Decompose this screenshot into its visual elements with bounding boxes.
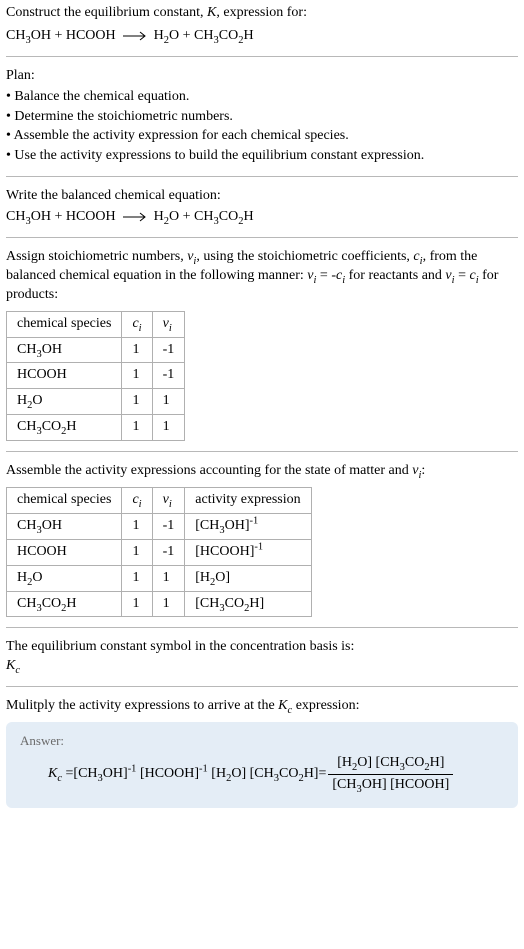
intro-text-b: , expression for: — [216, 5, 307, 20]
intro-k: K — [207, 5, 216, 20]
assemble-text: Assemble the activity expressions accoun… — [6, 462, 518, 481]
col-species: chemical species — [7, 311, 122, 337]
activity-table: chemical species ci νi activity expressi… — [6, 487, 312, 617]
multiply-text: Mulitply the activity expressions to arr… — [6, 697, 518, 716]
plan-list: • Balance the chemical equation. • Deter… — [6, 88, 518, 167]
kc-symbol-text: The equilibrium constant symbol in the c… — [6, 638, 518, 657]
arrow-icon — [123, 212, 147, 222]
table-row: CH3CO2H 1 1 [CH3CO2H] — [7, 591, 312, 617]
answer-label: Answer: — [20, 732, 504, 750]
kc-expression: Kc = [CH3OH]-1 [HCOOH]-1 [H2O] [CH3CO2H]… — [20, 754, 504, 795]
table-header-row: chemical species ci νi — [7, 311, 185, 337]
plan-item: • Use the activity expressions to build … — [6, 147, 518, 166]
balanced-heading: Write the balanced chemical equation: — [6, 187, 518, 206]
col-ci: ci — [122, 311, 152, 337]
table-row: H2O 1 1 — [7, 389, 185, 415]
arrow-icon — [123, 31, 147, 41]
answer-box: Answer: Kc = [CH3OH]-1 [HCOOH]-1 [H2O] [… — [6, 722, 518, 808]
table-row: H2O 1 1 [H2O] — [7, 565, 312, 591]
plan-item: • Assemble the activity expression for e… — [6, 127, 518, 146]
col-vi: νi — [152, 311, 185, 337]
input-equation: CH3OH + HCOOH H2O + CH3CO2H — [6, 27, 518, 46]
page-title: Construct the equilibrium constant, K, e… — [6, 4, 518, 23]
table-row: CH3OH 1 -1 — [7, 337, 185, 363]
col-species: chemical species — [7, 488, 122, 514]
plan-item: • Balance the chemical equation. — [6, 88, 518, 107]
stoich-table: chemical species ci νi CH3OH 1 -1 HCOOH … — [6, 311, 185, 441]
assign-text: Assign stoichiometric numbers, νi, using… — [6, 248, 518, 305]
balanced-equation: CH3OH + HCOOH H2O + CH3CO2H — [6, 208, 518, 227]
col-ci: ci — [122, 488, 152, 514]
table-row: CH3CO2H 1 1 — [7, 415, 185, 441]
table-header-row: chemical species ci νi activity expressi… — [7, 488, 312, 514]
kc-symbol: Kc — [6, 657, 518, 676]
table-row: HCOOH 1 -1 [HCOOH]-1 — [7, 539, 312, 565]
table-row: CH3OH 1 -1 [CH3OH]-1 — [7, 513, 312, 539]
plan-heading: Plan: — [6, 67, 518, 86]
table-row: HCOOH 1 -1 — [7, 363, 185, 389]
col-activity: activity expression — [185, 488, 311, 514]
intro-text-a: Construct the equilibrium constant, — [6, 5, 207, 20]
plan-item: • Determine the stoichiometric numbers. — [6, 108, 518, 127]
col-vi: νi — [152, 488, 185, 514]
